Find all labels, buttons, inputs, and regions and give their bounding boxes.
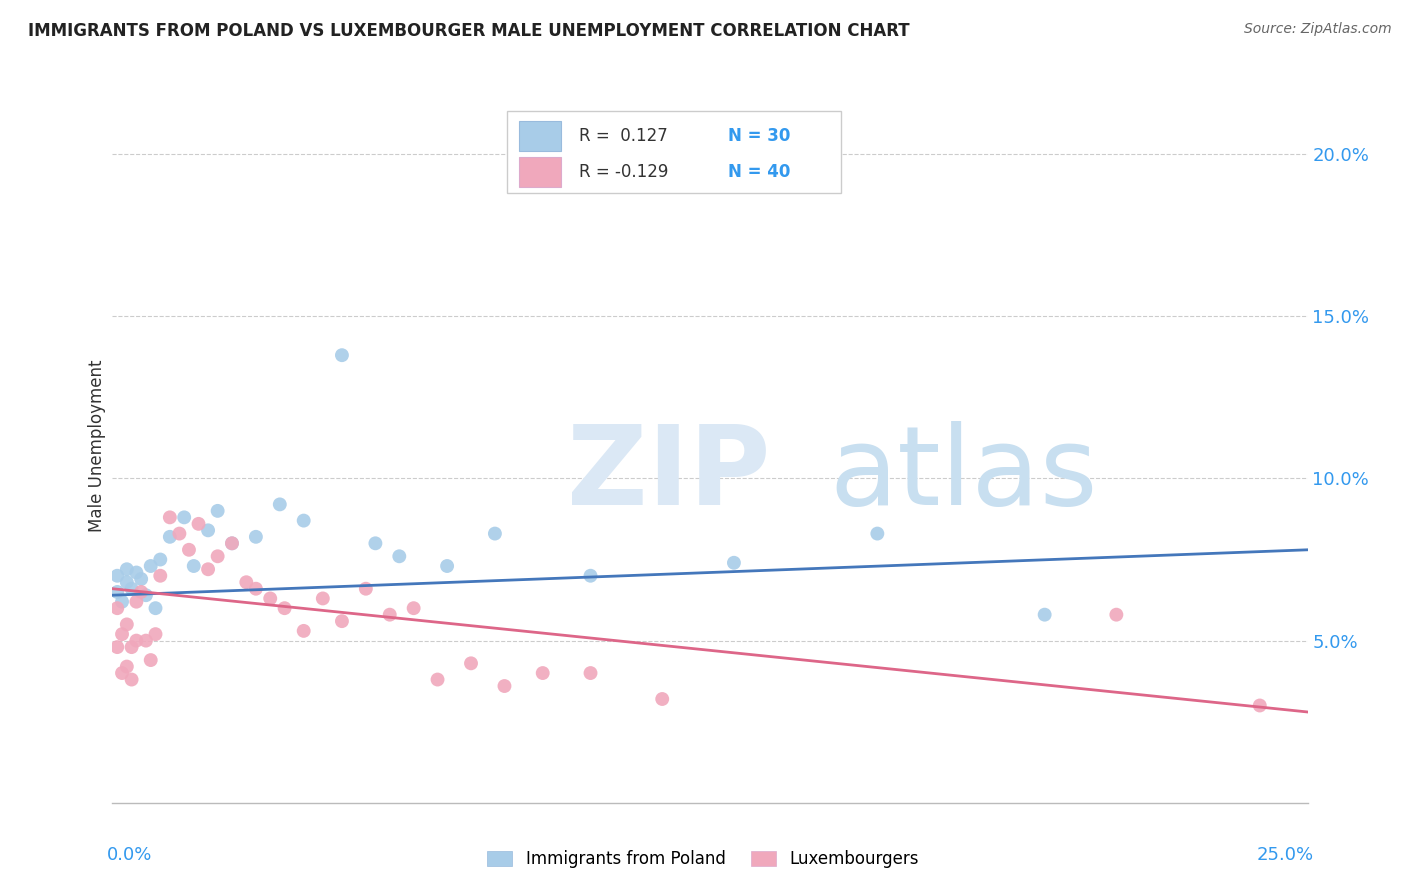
Point <box>312 591 335 606</box>
Point <box>159 530 181 544</box>
Point <box>197 562 219 576</box>
Point <box>531 666 554 681</box>
Point <box>169 526 191 541</box>
Point <box>111 666 134 681</box>
Point <box>111 627 134 641</box>
Point <box>115 617 138 632</box>
Point <box>105 568 128 582</box>
Point <box>273 601 295 615</box>
Text: IMMIGRANTS FROM POLAND VS LUXEMBOURGER MALE UNEMPLOYMENT CORRELATION CHART: IMMIGRANTS FROM POLAND VS LUXEMBOURGER M… <box>28 22 910 40</box>
Point <box>183 559 205 574</box>
Point <box>149 552 172 566</box>
Point <box>292 514 315 528</box>
Point <box>436 559 458 574</box>
Y-axis label: Male Unemployment: Male Unemployment <box>87 359 105 533</box>
Point <box>135 588 157 602</box>
Point <box>105 585 128 599</box>
Point <box>388 549 411 564</box>
Point <box>426 673 449 687</box>
Point <box>125 566 148 580</box>
Text: atlas: atlas <box>830 421 1098 528</box>
Text: 0.0%: 0.0% <box>107 846 152 863</box>
Point <box>866 526 889 541</box>
Point <box>207 549 229 564</box>
Point <box>129 572 152 586</box>
Point <box>1033 607 1056 622</box>
Point <box>292 624 315 638</box>
Legend: Immigrants from Poland, Luxembourgers: Immigrants from Poland, Luxembourgers <box>481 844 925 875</box>
Point <box>330 614 353 628</box>
Point <box>364 536 387 550</box>
Point <box>269 497 291 511</box>
Text: N = 30: N = 30 <box>728 128 790 145</box>
Point <box>245 530 267 544</box>
Point <box>579 568 602 582</box>
Point <box>187 516 209 531</box>
Point <box>125 633 148 648</box>
Point <box>484 526 506 541</box>
Point <box>121 582 143 596</box>
Point <box>1249 698 1271 713</box>
Point <box>121 673 143 687</box>
Point <box>579 666 602 681</box>
Point <box>494 679 516 693</box>
FancyBboxPatch shape <box>519 121 561 152</box>
Point <box>129 585 152 599</box>
Point <box>111 595 134 609</box>
Point <box>115 575 138 590</box>
Point <box>651 692 673 706</box>
Point <box>259 591 281 606</box>
Point <box>105 601 128 615</box>
Point <box>402 601 425 615</box>
FancyBboxPatch shape <box>519 157 561 187</box>
Point <box>354 582 377 596</box>
Point <box>105 640 128 654</box>
Point <box>235 575 257 590</box>
Point <box>460 657 482 671</box>
Point <box>125 595 148 609</box>
Point <box>221 536 243 550</box>
Point <box>245 582 267 596</box>
Point <box>378 607 401 622</box>
Point <box>177 542 200 557</box>
Point <box>159 510 181 524</box>
Point <box>1105 607 1128 622</box>
Point <box>135 633 157 648</box>
Point <box>121 640 143 654</box>
Text: 25.0%: 25.0% <box>1257 846 1313 863</box>
Text: Source: ZipAtlas.com: Source: ZipAtlas.com <box>1244 22 1392 37</box>
Point <box>197 524 219 538</box>
Text: R = -0.129: R = -0.129 <box>579 163 668 181</box>
Text: N = 40: N = 40 <box>728 163 790 181</box>
Point <box>330 348 353 362</box>
Point <box>207 504 229 518</box>
Point <box>139 559 162 574</box>
Point <box>723 556 745 570</box>
Point <box>115 562 138 576</box>
FancyBboxPatch shape <box>508 111 842 193</box>
Point <box>221 536 243 550</box>
Point <box>115 659 138 673</box>
Point <box>139 653 162 667</box>
Point <box>173 510 195 524</box>
Text: R =  0.127: R = 0.127 <box>579 128 668 145</box>
Point <box>145 601 167 615</box>
Point <box>149 568 172 582</box>
Text: ZIP: ZIP <box>567 421 770 528</box>
Point <box>145 627 167 641</box>
